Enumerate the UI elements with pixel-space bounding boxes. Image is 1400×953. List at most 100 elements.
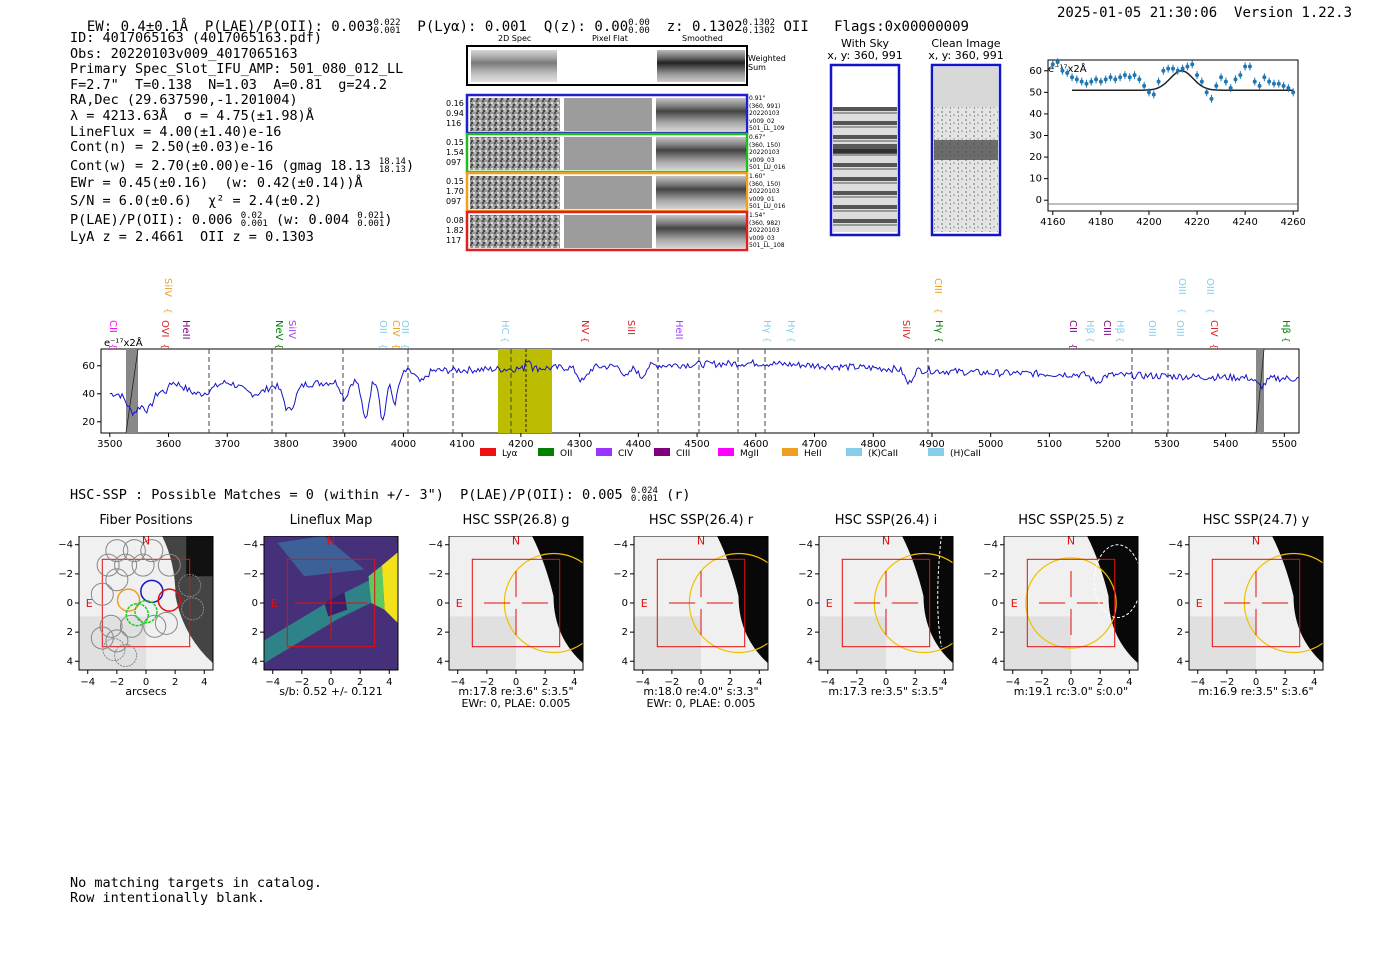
hsc-title: HSC-SSP : Possible Matches = 0 (within +… — [70, 487, 690, 504]
zoom-point — [1094, 77, 1099, 82]
zoom-point — [1156, 79, 1161, 84]
hsc-panel-image: N E −4 4 −2 2 0 0 2 −2 4 −4 — [614, 536, 769, 688]
legend-label: CIII — [676, 449, 690, 459]
zoom-point — [1060, 68, 1065, 73]
zoom-point — [1127, 75, 1132, 80]
with-sky-title: With Sky x, y: 360, 991 — [820, 38, 910, 62]
hsc-panel-image: N E −4 4 −2 2 0 0 2 −2 4 −4 — [1169, 536, 1324, 688]
zoom-point — [1214, 83, 1219, 88]
hsc-panel-title: HSC SSP(26.8) g — [462, 513, 570, 528]
hsc-y-tick-label: −2 — [614, 569, 628, 580]
hsc-y-tick-label: 0 — [252, 598, 258, 609]
hsc-x-tick-label: −4 — [265, 677, 280, 688]
header-qz-hi: 0.00 — [628, 18, 650, 28]
zoom-point — [1089, 79, 1094, 84]
info-plae-lo: 0.001 — [240, 218, 268, 229]
east-label: E — [641, 597, 648, 610]
emission-line-label: NV — [579, 320, 590, 334]
info-ewr: EWr = 0.45(±0.16) (w: 0.42(±0.14))Å — [70, 175, 363, 192]
search-box — [1026, 558, 1116, 648]
emission-line-label: SiII — [625, 320, 636, 335]
weighted-sum-label-1: Weighted — [748, 54, 786, 63]
spec2d-rows — [465, 93, 749, 252]
emission-line-brace: { — [1067, 344, 1077, 350]
header-datetime-version: 2025-01-05 21:30:06 Version 1.22.3 — [1057, 5, 1352, 21]
spec-row-left-value: 097 — [446, 158, 462, 167]
full-x-tick-label: 4100 — [449, 439, 474, 450]
zoom-y-tick-label: 40 — [1029, 109, 1042, 120]
fiber-circle — [99, 614, 123, 638]
zoom-data-points — [1050, 58, 1296, 103]
north-label: N — [882, 536, 890, 547]
spec-row-left-value: 097 — [446, 197, 462, 206]
header-flags: Flags:0x00000009 — [834, 19, 969, 35]
hsc-y-tick-label: −2 — [1169, 569, 1183, 580]
spec2d-svg — [465, 45, 749, 252]
emission-line-label: Hβ — [1114, 320, 1125, 334]
zoom-ticks: 4160 4180 4200 4220 4240 4260 60 50 40 30 20 10 0 — [1029, 66, 1305, 228]
east-label: E — [1011, 597, 1018, 610]
hsc-panel-title: HSC SSP(26.4) i — [834, 513, 938, 528]
legend-swatch — [480, 448, 496, 456]
fiber-circle — [105, 539, 129, 563]
info-contw: Cont(w) = 2.70(±0.00)e-16 (gmag 18.13 18… — [70, 156, 415, 175]
info-gmag-lo: 18.13 — [378, 164, 406, 175]
zoom-point — [1243, 64, 1248, 69]
info-sn: S/N = 6.0(±0.6) χ² = 2.4(±0.2) — [70, 192, 322, 209]
hsc-x-tick-label: −4 — [1005, 677, 1020, 688]
hsc-y-tick-label: 4 — [67, 656, 73, 667]
hsc-x-tick-label: 4 — [756, 677, 762, 688]
zoom-y-tick-label: 50 — [1029, 87, 1042, 98]
header-z: z: 0.1302 — [666, 19, 743, 35]
full-x-tick-label: 5100 — [1037, 439, 1062, 450]
north-label: N — [142, 536, 150, 547]
full-x-tick-label: 4600 — [743, 439, 768, 450]
emission-line-label: CII — [1067, 320, 1078, 333]
full-x-tick-label: 4700 — [802, 439, 827, 450]
hsc-title-text: HSC-SSP : Possible Matches = 0 (within +… — [70, 487, 623, 503]
fiber-circle — [119, 614, 143, 638]
full-x-tick-label: 5500 — [1272, 439, 1297, 450]
zoom-point — [1079, 79, 1084, 84]
info-plae-hi: 0.02 — [240, 210, 263, 221]
cutout-bright-core — [186, 536, 213, 577]
emission-line-brace: { — [1280, 337, 1290, 343]
north-label: N — [1067, 536, 1075, 547]
spec-row-left-value: 0.94 — [446, 109, 464, 118]
emission-line-brace: { — [1208, 344, 1218, 350]
lineflux-hot — [381, 552, 398, 624]
legend-swatch — [846, 448, 862, 456]
clean-label: Clean Image — [931, 37, 1001, 50]
hsc-caption-line-1: m:16.9 re:3.5" s:3.6" — [1198, 685, 1314, 698]
spec-row-right-value: (360, 150) — [749, 180, 781, 188]
search-box — [101, 558, 191, 648]
zoom-point — [1209, 96, 1214, 101]
hsc-x-tick-label: 0 — [1068, 677, 1074, 688]
spec-row-left-value: 0.16 — [446, 99, 464, 108]
spec-row-smooth — [656, 176, 746, 209]
emission-line-label: HeII — [180, 320, 191, 340]
hsc-panel-caption: s/b: 0.52 +/- 0.121 — [244, 686, 418, 698]
spec-row-right-value: 501_LL_109 — [749, 125, 785, 133]
full-spec-legend: Lyα OII CIV CIII MgII HeII (K)CaII (H)CaII — [480, 448, 981, 459]
hsc-y-tick-label: 0 — [807, 598, 813, 609]
spec2d-col-label-flat: Pixel Flat — [592, 34, 628, 43]
zoom-point — [1132, 73, 1137, 78]
cutout-bg-shade — [449, 616, 516, 670]
hsc-panel-image: N E −4 4 −2 2 0 0 2 −2 4 −4 — [984, 536, 1142, 688]
spec2d-col-label-smooth: Smoothed — [682, 34, 723, 43]
hsc-y-tick-label: −4 — [59, 540, 73, 551]
emission-line-label: NeV — [273, 320, 284, 341]
zoom-point — [1281, 83, 1286, 88]
info-primary: Primary Spec_Slot_IFU_AMP: 501_080_012_L… — [70, 61, 404, 78]
hsc-y-tick-label: 4 — [992, 656, 998, 667]
hsc-x-tick-label: −4 — [450, 677, 465, 688]
zoom-point — [1137, 77, 1142, 82]
info-lya: LyA z = 2.4661 OII z = 0.1303 — [70, 229, 314, 246]
weighted-sum-smooth — [657, 50, 745, 82]
legend-label: (H)CaII — [950, 449, 981, 459]
zoom-point — [1098, 79, 1103, 84]
hsc-panel-title: HSC SSP(25.5) z — [1018, 513, 1124, 528]
legend-label: MgII — [740, 449, 759, 459]
hsc-x-tick-label: −2 — [294, 677, 309, 688]
